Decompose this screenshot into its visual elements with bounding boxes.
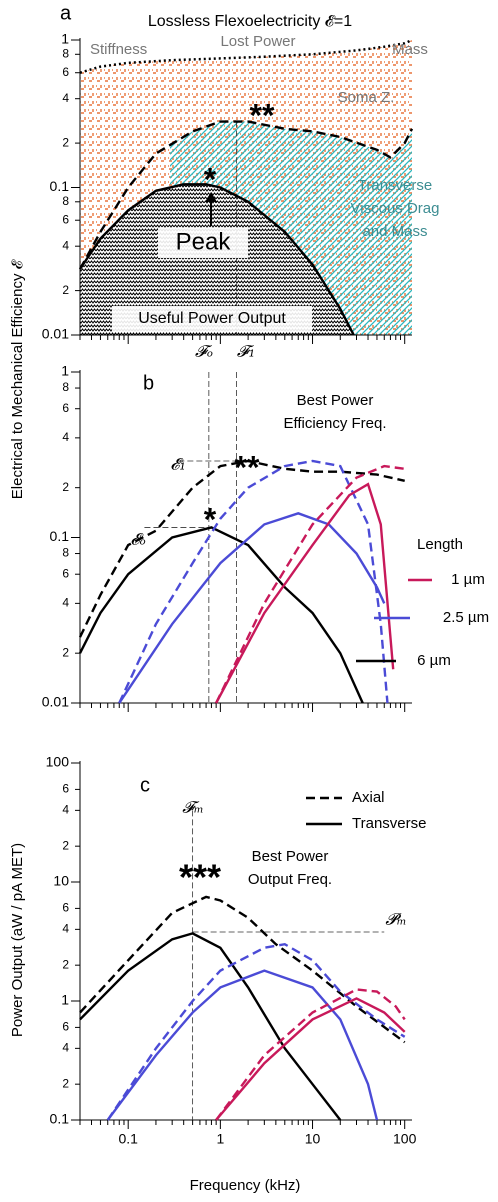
annotation: *** (179, 857, 221, 898)
annotation: Efficiency Freq. (283, 415, 386, 432)
annotation: Transverse (358, 177, 432, 194)
x-tick-label: 1 (216, 1131, 224, 1147)
y-tick-label: 0.1 (50, 178, 70, 194)
y-tick-label: 2 (62, 957, 69, 971)
arrow-head (205, 192, 217, 202)
series-line (79, 183, 355, 336)
annotation: Mass (392, 41, 428, 58)
annotation: Length (417, 536, 463, 553)
annotation: 𝓔ₒ (130, 530, 145, 549)
series-line (106, 942, 406, 1121)
annotation: Lost Power (220, 33, 295, 50)
x-tick-label: 100 (393, 1131, 417, 1147)
y-tick-label: 1 (61, 31, 69, 47)
label-backing (158, 228, 248, 258)
series-line (118, 512, 386, 704)
annotation: Best Power (252, 848, 329, 865)
series-line (215, 482, 395, 704)
annotation: Useful Power Output (138, 310, 286, 327)
y-tick-label: 2 (62, 283, 69, 297)
y-tick-label: 0.01 (42, 326, 69, 342)
annotation: and Mass (362, 223, 427, 240)
series-line (118, 459, 389, 704)
annotation: 𝓟ₘ (385, 910, 406, 929)
series-line (78, 120, 414, 270)
series-label: 1 µm (451, 571, 485, 588)
annotation: Peak (176, 228, 232, 255)
y-tick-label: 4 (62, 238, 69, 252)
y-tick-label: 4 (62, 803, 69, 817)
y-tick-label: 4 (62, 922, 69, 936)
series-line (79, 895, 406, 1044)
y-tick-label: 8 (62, 46, 69, 60)
y-tick-label: 6 (62, 1020, 69, 1034)
series-line (215, 997, 406, 1121)
y-tick-label: 6 (62, 212, 69, 226)
annotation: 𝓔₁ (170, 455, 186, 474)
title: Lossless Flexoelectricity 𝓔=1 (148, 13, 352, 30)
annotation: Soma Z. (338, 89, 395, 106)
y-axis-label: Electrical to Mechanical Efficiency 𝓔 (9, 259, 26, 499)
annotation: * (204, 161, 217, 197)
y-tick-label: 4 (62, 91, 69, 105)
x-axis-label: Frequency (kHz) (190, 1177, 301, 1194)
label-backing (112, 306, 312, 332)
series-line (79, 932, 342, 1121)
panel-letter: b (143, 372, 154, 394)
y-tick-label: 4 (62, 430, 69, 444)
y-tick-label: 2 (62, 480, 69, 494)
y-tick-label: 100 (46, 754, 70, 770)
series-label: 6 µm (417, 652, 451, 669)
annotation: Stiffness (90, 41, 147, 58)
annotation: ** (235, 449, 260, 485)
y-tick-label: 2 (62, 1076, 69, 1090)
y-axis-label: Power Output (aW / pA MET) (9, 843, 26, 1037)
legend-label: Axial (352, 789, 385, 806)
y-tick-label: 0.1 (50, 1111, 70, 1127)
annotation: Output Freq. (248, 871, 332, 888)
y-tick-label: 8 (62, 546, 69, 560)
series-line (106, 969, 379, 1121)
series-line (79, 38, 413, 74)
panel-letter: c (140, 774, 150, 796)
y-tick-label: 1 (61, 992, 69, 1008)
y-tick-label: 8 (62, 194, 69, 208)
series-line (215, 464, 405, 704)
annotation: Best Power (297, 392, 374, 409)
series-line (78, 526, 364, 704)
y-tick-label: 6 (62, 65, 69, 79)
series-label: 2.5 µm (443, 609, 489, 626)
y-tick-label: 6 (62, 401, 69, 415)
legend-label: Transverse (352, 815, 426, 832)
y-tick-label: 6 (62, 782, 69, 796)
y-tick-label: 2 (62, 645, 69, 659)
y-tick-label: 2 (62, 838, 69, 852)
series-line (215, 988, 406, 1121)
annotation: 𝓕ₒ (195, 342, 213, 361)
annotation: 𝓕ₘ (182, 798, 204, 817)
y-tick-label: 2 (62, 135, 69, 149)
x-tick-label: 0.1 (118, 1131, 138, 1147)
y-tick-label: 10 (53, 873, 69, 889)
y-tick-label: 4 (62, 1041, 69, 1055)
y-tick-label: 6 (62, 901, 69, 915)
y-tick-label: 1 (61, 363, 69, 379)
y-tick-label: 0.01 (42, 694, 69, 710)
series-line (78, 459, 405, 638)
annotation: 𝓕₁ (237, 342, 255, 361)
annotation: ** (250, 97, 275, 133)
area-fill (80, 184, 354, 335)
x-tick-label: 10 (305, 1131, 321, 1147)
y-tick-label: 8 (62, 380, 69, 394)
panel-letter: a (60, 2, 72, 24)
y-tick-label: 0.1 (50, 528, 70, 544)
annotation: Viscous Drag (351, 200, 440, 217)
y-tick-label: 4 (62, 596, 69, 610)
y-tick-label: 6 (62, 566, 69, 580)
annotation: * (204, 501, 217, 537)
